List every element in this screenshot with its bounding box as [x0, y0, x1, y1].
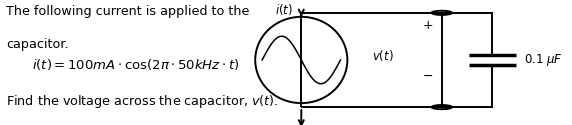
Text: $i(t) = 100mA \cdot \cos(2\pi \cdot 50kHz \cdot t)$: $i(t) = 100mA \cdot \cos(2\pi \cdot 50kH… — [31, 56, 239, 72]
Text: $0.1\ \mu F$: $0.1\ \mu F$ — [525, 52, 563, 68]
Text: +: + — [422, 19, 433, 32]
Text: $i(t)$: $i(t)$ — [275, 2, 293, 17]
Text: capacitor.: capacitor. — [6, 38, 69, 51]
Text: −: − — [423, 70, 433, 83]
Text: The following current is applied to the: The following current is applied to the — [6, 5, 250, 18]
Text: $v(t)$: $v(t)$ — [372, 48, 394, 63]
Text: Find the voltage across the capacitor, $v(t)$.: Find the voltage across the capacitor, $… — [6, 93, 279, 110]
